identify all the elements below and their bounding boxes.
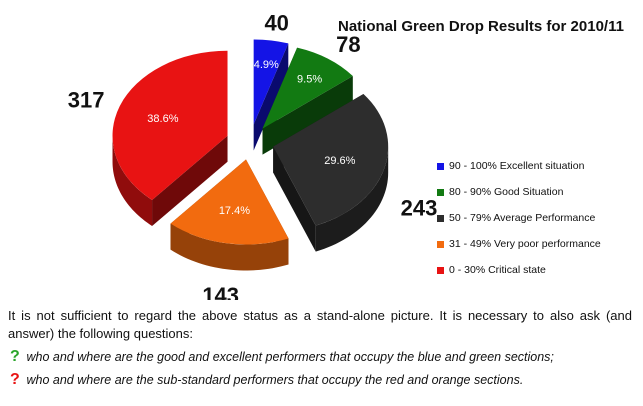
legend-label-good: 80 - 90% Good Situation bbox=[449, 186, 564, 198]
legend-swatch-excellent bbox=[437, 163, 444, 170]
slice-percent-label-good: 9.5% bbox=[297, 73, 322, 85]
slice-outer-wall-average bbox=[315, 146, 389, 252]
question-substandard-performers: ? who and where are the sub-standard per… bbox=[10, 371, 523, 389]
legend-label-excellent: 90 - 100% Excellent situation bbox=[449, 160, 585, 172]
legend-swatch-critical bbox=[437, 267, 444, 274]
slice-side-wall-critical-0 bbox=[152, 135, 228, 226]
slice-value-label-good: 78 bbox=[336, 32, 360, 57]
chart-title: National Green Drop Results for 2010/11 bbox=[338, 18, 624, 35]
pie-slices bbox=[112, 39, 389, 271]
legend-swatch-very-poor bbox=[437, 241, 444, 248]
slice-percent-label-excellent: 4.9% bbox=[254, 59, 279, 71]
slice-value-label-excellent: 40 bbox=[264, 11, 288, 36]
question-good-performers: ? who and where are the good and excelle… bbox=[10, 348, 554, 366]
slice-very-poor bbox=[170, 159, 289, 271]
legend-swatch-average bbox=[437, 215, 444, 222]
slice-percent-label-critical: 38.6% bbox=[147, 113, 178, 125]
legend-label-average: 50 - 79% Average Performance bbox=[449, 212, 596, 224]
question-text-substandard: who and where are the sub-standard perfo… bbox=[26, 373, 524, 387]
slice-outer-wall-critical bbox=[112, 135, 153, 226]
slice-side-wall-average-1 bbox=[273, 146, 316, 252]
slice-excellent bbox=[253, 39, 289, 151]
slice-top-critical bbox=[112, 50, 228, 200]
slice-outer-wall-very-poor bbox=[170, 223, 289, 271]
legend-label-critical: 0 - 30% Critical state bbox=[449, 264, 546, 276]
slice-top-excellent bbox=[253, 39, 289, 125]
slice-value-label-very-poor: 143 bbox=[202, 283, 239, 300]
slice-side-wall-excellent-1 bbox=[253, 43, 289, 151]
pie-chart: 4.9% 9.5% 29.6% 17.4% 38.6% 40 78 243 143 317 bbox=[68, 11, 438, 300]
legend-label-very-poor: 31 - 49% Very poor performance bbox=[449, 238, 601, 250]
slice-percent-label-very-poor: 17.4% bbox=[219, 205, 250, 217]
slice-top-very-poor bbox=[170, 159, 289, 245]
slice-average bbox=[273, 93, 389, 252]
question-text-good: who and where are the good and excellent… bbox=[26, 350, 554, 364]
slice-percent-label-average: 29.6% bbox=[324, 155, 355, 167]
slice-critical bbox=[112, 50, 228, 226]
slice-value-label-critical: 317 bbox=[68, 88, 105, 113]
slice-side-wall-good-1 bbox=[262, 75, 353, 155]
legend-swatch-good bbox=[437, 189, 444, 196]
body-paragraph: It is not sufficient to regard the above… bbox=[8, 308, 632, 341]
slice-top-average bbox=[273, 93, 389, 226]
slice-good bbox=[262, 47, 353, 155]
question-mark-icon: ? bbox=[10, 371, 20, 388]
pie-labels: 4.9% 9.5% 29.6% 17.4% 38.6% 40 78 243 143 317 bbox=[68, 11, 438, 300]
slice-top-good bbox=[262, 47, 353, 129]
question-mark-icon: ? bbox=[10, 348, 20, 365]
slice-value-label-average: 243 bbox=[401, 195, 438, 220]
